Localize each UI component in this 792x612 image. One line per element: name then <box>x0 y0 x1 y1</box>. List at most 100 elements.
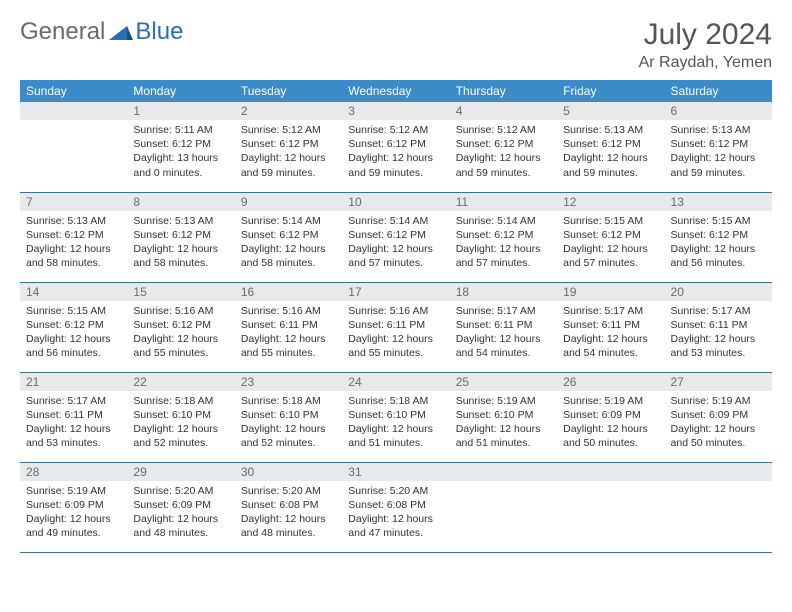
calendar-cell: 18Sunrise: 5:17 AMSunset: 6:11 PMDayligh… <box>450 282 557 372</box>
calendar-cell: 12Sunrise: 5:15 AMSunset: 6:12 PMDayligh… <box>557 192 664 282</box>
calendar-cell: 3Sunrise: 5:12 AMSunset: 6:12 PMDaylight… <box>342 102 449 192</box>
day-number: 5 <box>557 102 664 120</box>
calendar-cell: 29Sunrise: 5:20 AMSunset: 6:09 PMDayligh… <box>127 462 234 552</box>
day-details: Sunrise: 5:16 AMSunset: 6:12 PMDaylight:… <box>127 301 234 367</box>
day-number: 15 <box>127 283 234 301</box>
day-details: Sunrise: 5:18 AMSunset: 6:10 PMDaylight:… <box>235 391 342 457</box>
calendar-body: 1Sunrise: 5:11 AMSunset: 6:12 PMDaylight… <box>20 102 772 552</box>
day-details: Sunrise: 5:19 AMSunset: 6:09 PMDaylight:… <box>557 391 664 457</box>
day-details: Sunrise: 5:13 AMSunset: 6:12 PMDaylight:… <box>127 211 234 277</box>
day-details: Sunrise: 5:14 AMSunset: 6:12 PMDaylight:… <box>235 211 342 277</box>
calendar-cell: 26Sunrise: 5:19 AMSunset: 6:09 PMDayligh… <box>557 372 664 462</box>
day-number: 10 <box>342 193 449 211</box>
day-number: 14 <box>20 283 127 301</box>
calendar-cell: 24Sunrise: 5:18 AMSunset: 6:10 PMDayligh… <box>342 372 449 462</box>
day-details: Sunrise: 5:12 AMSunset: 6:12 PMDaylight:… <box>235 120 342 186</box>
day-number: 4 <box>450 102 557 120</box>
day-details: Sunrise: 5:20 AMSunset: 6:08 PMDaylight:… <box>342 481 449 547</box>
day-details: Sunrise: 5:16 AMSunset: 6:11 PMDaylight:… <box>342 301 449 367</box>
calendar-header: SundayMondayTuesdayWednesdayThursdayFrid… <box>20 80 772 102</box>
calendar-cell: 22Sunrise: 5:18 AMSunset: 6:10 PMDayligh… <box>127 372 234 462</box>
day-details: Sunrise: 5:13 AMSunset: 6:12 PMDaylight:… <box>665 120 772 186</box>
header: General Blue July 2024 Ar Raydah, Yemen <box>20 18 772 72</box>
calendar-cell: 7Sunrise: 5:13 AMSunset: 6:12 PMDaylight… <box>20 192 127 282</box>
day-number: 28 <box>20 463 127 481</box>
calendar-row: 28Sunrise: 5:19 AMSunset: 6:09 PMDayligh… <box>20 462 772 552</box>
day-number: 24 <box>342 373 449 391</box>
day-number: 25 <box>450 373 557 391</box>
calendar-cell <box>450 462 557 552</box>
day-details: Sunrise: 5:18 AMSunset: 6:10 PMDaylight:… <box>127 391 234 457</box>
day-number: 30 <box>235 463 342 481</box>
day-number: 16 <box>235 283 342 301</box>
calendar-cell: 2Sunrise: 5:12 AMSunset: 6:12 PMDaylight… <box>235 102 342 192</box>
title-block: July 2024 Ar Raydah, Yemen <box>639 18 772 72</box>
calendar-cell: 23Sunrise: 5:18 AMSunset: 6:10 PMDayligh… <box>235 372 342 462</box>
logo: General Blue <box>20 18 183 46</box>
calendar-cell: 20Sunrise: 5:17 AMSunset: 6:11 PMDayligh… <box>665 282 772 372</box>
day-number: 7 <box>20 193 127 211</box>
day-number: 21 <box>20 373 127 391</box>
calendar-cell: 4Sunrise: 5:12 AMSunset: 6:12 PMDaylight… <box>450 102 557 192</box>
calendar-cell: 11Sunrise: 5:14 AMSunset: 6:12 PMDayligh… <box>450 192 557 282</box>
day-details: Sunrise: 5:17 AMSunset: 6:11 PMDaylight:… <box>557 301 664 367</box>
calendar-cell: 19Sunrise: 5:17 AMSunset: 6:11 PMDayligh… <box>557 282 664 372</box>
day-number <box>20 102 127 120</box>
day-number: 23 <box>235 373 342 391</box>
day-number: 19 <box>557 283 664 301</box>
day-number: 17 <box>342 283 449 301</box>
day-number: 2 <box>235 102 342 120</box>
calendar-cell: 21Sunrise: 5:17 AMSunset: 6:11 PMDayligh… <box>20 372 127 462</box>
calendar-cell: 28Sunrise: 5:19 AMSunset: 6:09 PMDayligh… <box>20 462 127 552</box>
calendar-cell <box>20 102 127 192</box>
calendar-cell: 30Sunrise: 5:20 AMSunset: 6:08 PMDayligh… <box>235 462 342 552</box>
logo-mark-icon <box>109 20 133 45</box>
weekday-header: Tuesday <box>235 80 342 102</box>
day-number: 29 <box>127 463 234 481</box>
weekday-header: Monday <box>127 80 234 102</box>
day-details: Sunrise: 5:16 AMSunset: 6:11 PMDaylight:… <box>235 301 342 367</box>
day-details: Sunrise: 5:13 AMSunset: 6:12 PMDaylight:… <box>557 120 664 186</box>
day-details: Sunrise: 5:12 AMSunset: 6:12 PMDaylight:… <box>342 120 449 186</box>
logo-text-blue: Blue <box>135 18 183 46</box>
day-details: Sunrise: 5:15 AMSunset: 6:12 PMDaylight:… <box>20 301 127 367</box>
calendar-cell: 15Sunrise: 5:16 AMSunset: 6:12 PMDayligh… <box>127 282 234 372</box>
day-details: Sunrise: 5:12 AMSunset: 6:12 PMDaylight:… <box>450 120 557 186</box>
calendar-cell: 25Sunrise: 5:19 AMSunset: 6:10 PMDayligh… <box>450 372 557 462</box>
calendar-cell: 13Sunrise: 5:15 AMSunset: 6:12 PMDayligh… <box>665 192 772 282</box>
calendar-row: 21Sunrise: 5:17 AMSunset: 6:11 PMDayligh… <box>20 372 772 462</box>
day-number: 11 <box>450 193 557 211</box>
calendar-cell: 9Sunrise: 5:14 AMSunset: 6:12 PMDaylight… <box>235 192 342 282</box>
location: Ar Raydah, Yemen <box>639 54 772 72</box>
day-number: 12 <box>557 193 664 211</box>
weekday-header: Wednesday <box>342 80 449 102</box>
day-number: 20 <box>665 283 772 301</box>
calendar-cell: 10Sunrise: 5:14 AMSunset: 6:12 PMDayligh… <box>342 192 449 282</box>
day-number <box>665 463 772 481</box>
day-details: Sunrise: 5:11 AMSunset: 6:12 PMDaylight:… <box>127 120 234 186</box>
day-details: Sunrise: 5:14 AMSunset: 6:12 PMDaylight:… <box>342 211 449 277</box>
weekday-header: Thursday <box>450 80 557 102</box>
day-number: 27 <box>665 373 772 391</box>
day-details: Sunrise: 5:15 AMSunset: 6:12 PMDaylight:… <box>665 211 772 277</box>
day-details: Sunrise: 5:17 AMSunset: 6:11 PMDaylight:… <box>20 391 127 457</box>
day-number: 1 <box>127 102 234 120</box>
day-number: 22 <box>127 373 234 391</box>
day-number: 9 <box>235 193 342 211</box>
calendar-table: SundayMondayTuesdayWednesdayThursdayFrid… <box>20 80 772 553</box>
day-number: 18 <box>450 283 557 301</box>
day-number <box>450 463 557 481</box>
day-details: Sunrise: 5:14 AMSunset: 6:12 PMDaylight:… <box>450 211 557 277</box>
calendar-cell: 8Sunrise: 5:13 AMSunset: 6:12 PMDaylight… <box>127 192 234 282</box>
weekday-header: Sunday <box>20 80 127 102</box>
month-title: July 2024 <box>639 18 772 52</box>
day-number: 31 <box>342 463 449 481</box>
calendar-cell: 1Sunrise: 5:11 AMSunset: 6:12 PMDaylight… <box>127 102 234 192</box>
calendar-cell: 27Sunrise: 5:19 AMSunset: 6:09 PMDayligh… <box>665 372 772 462</box>
calendar-cell: 5Sunrise: 5:13 AMSunset: 6:12 PMDaylight… <box>557 102 664 192</box>
day-details: Sunrise: 5:20 AMSunset: 6:08 PMDaylight:… <box>235 481 342 547</box>
calendar-cell <box>665 462 772 552</box>
calendar-cell: 31Sunrise: 5:20 AMSunset: 6:08 PMDayligh… <box>342 462 449 552</box>
day-number <box>557 463 664 481</box>
day-number: 8 <box>127 193 234 211</box>
